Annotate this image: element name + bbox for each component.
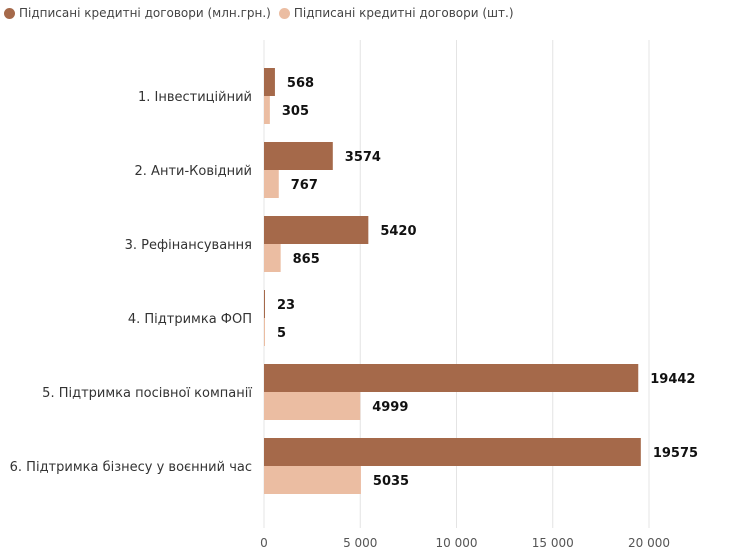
- bar-amount-6: [264, 438, 641, 466]
- bar-count-3: [264, 244, 281, 272]
- category-label: 1. Інвестиційний: [138, 90, 252, 105]
- legend-label-amount: Підписані кредитні договори (млн.грн.): [19, 6, 271, 20]
- x-tick-label: 5 000: [343, 536, 377, 550]
- bar-count-6: [264, 466, 361, 494]
- data-label: 3574: [345, 150, 381, 165]
- data-label: 865: [293, 252, 320, 267]
- bar-amount-2: [264, 142, 333, 170]
- category-label: 6. Підтримка бізнесу у воєнний час: [10, 460, 252, 475]
- category-label: 4. Підтримка ФОП: [128, 312, 252, 327]
- bar-count-5: [264, 392, 361, 420]
- legend: Підписані кредитні договори (млн.грн.) П…: [4, 6, 522, 20]
- x-tick-label: 0: [260, 536, 268, 550]
- x-tick-label: 10 000: [436, 536, 478, 550]
- data-label: 4999: [372, 400, 408, 415]
- bar-count-1: [264, 96, 270, 124]
- legend-item-amount[interactable]: Підписані кредитні договори (млн.грн.): [4, 6, 271, 20]
- legend-item-count[interactable]: Підписані кредитні договори (шт.): [278, 6, 514, 20]
- bar-amount-3: [264, 216, 369, 244]
- legend-swatch-amount: [4, 7, 15, 19]
- bar-amount-1: [264, 68, 275, 96]
- data-label: 305: [282, 104, 309, 119]
- data-label: 568: [287, 76, 314, 91]
- legend-swatch-count: [278, 7, 290, 19]
- data-label: 5035: [373, 474, 409, 489]
- data-label: 19575: [653, 446, 698, 461]
- bar-count-4: [264, 318, 265, 346]
- bar-count-2: [264, 170, 279, 198]
- category-label: 2. Анти-Ковідний: [135, 164, 252, 179]
- data-label: 767: [291, 178, 318, 193]
- category-label: 5. Підтримка посівної компанії: [42, 386, 252, 401]
- category-label: 3. Рефінансування: [125, 238, 252, 253]
- data-label: 19442: [650, 372, 695, 387]
- data-label: 5: [277, 326, 286, 341]
- x-tick-label: 15 000: [532, 536, 574, 550]
- data-label: 5420: [380, 224, 416, 239]
- x-tick-label: 20 000: [628, 536, 670, 550]
- bar-amount-4: [264, 290, 265, 318]
- data-label: 23: [277, 298, 295, 313]
- bar-amount-5: [264, 364, 639, 392]
- legend-label-count: Підписані кредитні договори (шт.): [293, 6, 514, 20]
